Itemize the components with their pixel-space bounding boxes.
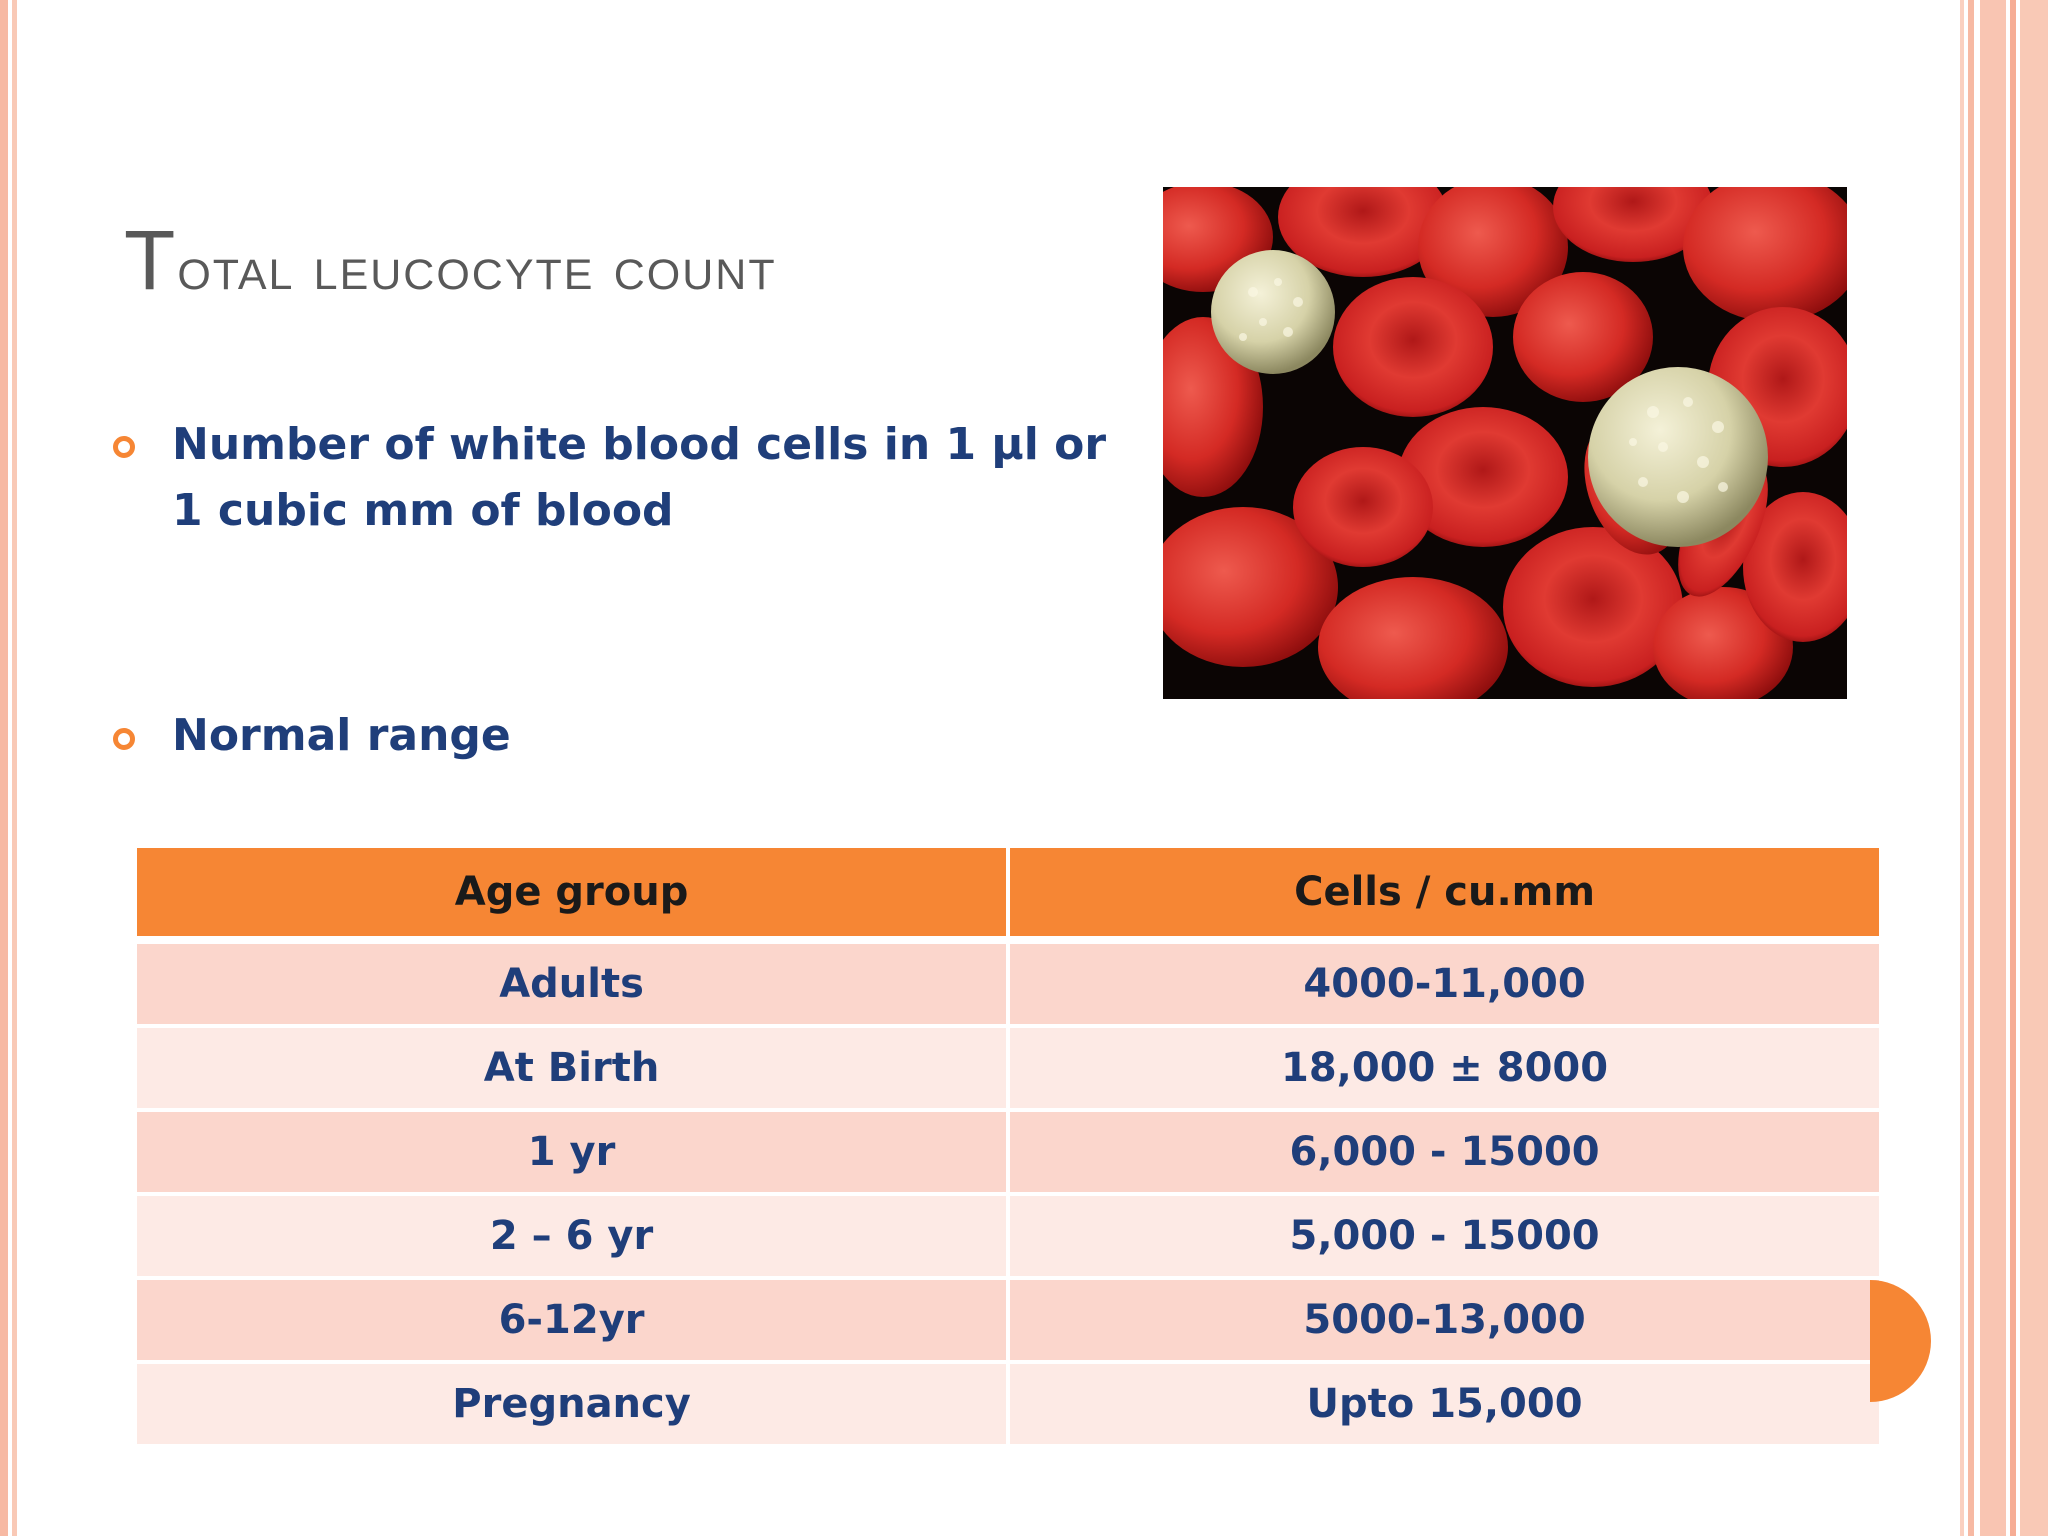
age-group-cell: 2 – 6 yr xyxy=(137,1194,1011,1280)
bullet-definition-line2: 1 cubic mm of blood xyxy=(172,485,674,536)
table-row: Pregnancy Upto 15,000 xyxy=(137,1362,1879,1448)
slide-title: Total leucocyte count xyxy=(124,213,777,307)
right-border-stripe xyxy=(1960,0,1964,1536)
cell-count-cell: 18,000 ± 8000 xyxy=(1008,1026,1879,1112)
age-group-cell: At Birth xyxy=(137,1026,1011,1112)
left-border-stripe xyxy=(0,0,8,1536)
blood-cells-illustration xyxy=(1163,187,1847,699)
right-border-stripe xyxy=(1968,0,1974,1536)
table-row: 6-12yr 5000-13,000 xyxy=(137,1278,1879,1364)
orange-half-circle-decoration xyxy=(1870,1280,1950,1402)
column-header-cells: Cells / cu.mm xyxy=(1008,848,1879,944)
right-border-stripe xyxy=(2010,0,2016,1536)
table-header-row: Age group Cells / cu.mm xyxy=(137,848,1879,944)
age-group-cell: 6-12yr xyxy=(137,1278,1011,1364)
left-border-stripe-inner xyxy=(12,0,17,1536)
table-row: Adults 4000-11,000 xyxy=(137,940,1879,1028)
bullet-definition-line1: Number of white blood cells in 1 µl or xyxy=(172,419,1107,470)
table-row: 1 yr 6,000 - 15000 xyxy=(137,1110,1879,1196)
cell-count-cell: 5,000 - 15000 xyxy=(1008,1194,1879,1280)
bullet-normal-range: Normal range xyxy=(172,710,511,761)
bullet-ring-icon xyxy=(113,728,135,750)
age-group-cell: Adults xyxy=(137,940,1011,1028)
age-group-cell: Pregnancy xyxy=(137,1362,1011,1448)
column-header-age-group: Age group xyxy=(137,848,1011,944)
age-group-cell: 1 yr xyxy=(137,1110,1011,1196)
table-row: 2 – 6 yr 5,000 - 15000 xyxy=(137,1194,1879,1280)
cell-count-cell: Upto 15,000 xyxy=(1008,1362,1879,1448)
cell-count-cell: 4000-11,000 xyxy=(1008,940,1879,1028)
bullet-ring-icon xyxy=(113,436,135,458)
right-border-stripe xyxy=(2020,0,2048,1536)
table-row: At Birth 18,000 ± 8000 xyxy=(137,1026,1879,1112)
bullet-definition: Number of white blood cells in 1 µl or 1… xyxy=(172,412,1106,544)
blood-cells-image xyxy=(1163,187,1847,699)
right-border-stripe xyxy=(1980,0,2006,1536)
normal-range-table: Age group Cells / cu.mm Adults 4000-11,0… xyxy=(137,848,1879,1448)
cell-count-cell: 5000-13,000 xyxy=(1008,1278,1879,1364)
cell-count-cell: 6,000 - 15000 xyxy=(1008,1110,1879,1196)
